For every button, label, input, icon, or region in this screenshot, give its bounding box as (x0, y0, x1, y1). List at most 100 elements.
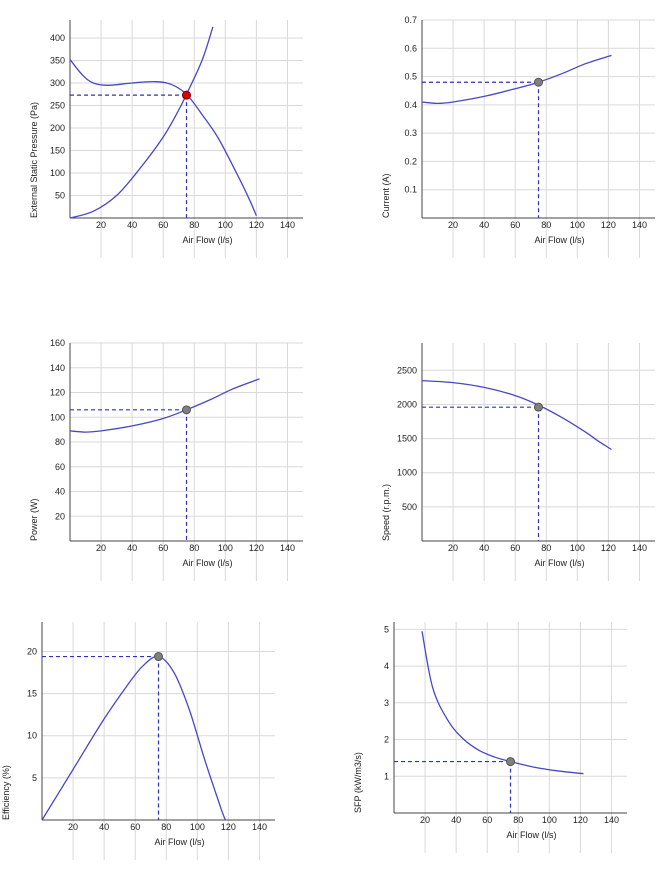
power-chart: 20 40 60 80 100 120 140 20 40 60 80 100 120 140 160 Air… (29, 338, 303, 581)
x-tick-label: 60 (510, 543, 520, 553)
y-tick-label: 2500 (397, 365, 417, 375)
y-tick-label: 400 (50, 33, 65, 43)
operating-point-marker (182, 90, 191, 100)
y-tick-label: 50 (55, 191, 65, 201)
y-tick-label: 15 (27, 689, 37, 699)
x-tick-label: 60 (158, 543, 168, 553)
y-tick-label: 20 (27, 646, 37, 656)
y-tick-label: 20 (55, 511, 65, 521)
y-tick-label: 100 (50, 412, 65, 422)
x-tick-label: 60 (510, 220, 520, 230)
y-tick-label: 1500 (397, 434, 417, 444)
y-tick-label: 3 (384, 698, 389, 708)
operating-point-marker (534, 402, 543, 412)
y-tick-label: 10 (27, 731, 37, 741)
y-tick-label: 5 (384, 624, 389, 634)
y-tick-label: 80 (55, 437, 65, 447)
x-tick-label: 120 (601, 543, 616, 553)
y-tick-label: 0.7 (404, 15, 417, 25)
x-tick-label: 100 (570, 220, 585, 230)
x-tick-label: 140 (252, 822, 267, 832)
x-axis-label: Air Flow (l/s) (534, 558, 584, 568)
y-tick-label: 140 (50, 363, 65, 373)
x-tick-label: 140 (632, 543, 647, 553)
y-tick-label: 0.2 (404, 156, 417, 166)
x-tick-label: 120 (249, 220, 264, 230)
x-tick-label: 100 (218, 220, 233, 230)
x-tick-label: 20 (96, 220, 106, 230)
x-tick-label: 80 (161, 822, 171, 832)
y-tick-label: 1 (384, 771, 389, 781)
x-axis-label: Air Flow (l/s) (182, 235, 232, 245)
x-tick-label: 80 (541, 220, 551, 230)
y-axis-label: Speed (r.p.m.) (381, 484, 391, 541)
y-axis-label: External Static Pressure (Pa) (29, 102, 39, 218)
operating-point-marker (506, 757, 515, 767)
y-tick-label: 350 (50, 56, 65, 66)
y-tick-label: 100 (50, 168, 65, 178)
x-tick-label: 20 (448, 543, 458, 553)
x-tick-label: 40 (99, 822, 109, 832)
y-tick-label: 0.3 (404, 128, 417, 138)
x-tick-label: 20 (96, 543, 106, 553)
sfp-chart: 20 40 60 80 100 120 140 1 2 3 4 5 Air Flow (l/s) SFP … (353, 622, 627, 853)
y-axis-label: Efficiency (%) (1, 765, 11, 820)
x-tick-label: 40 (479, 543, 489, 553)
x-tick-label: 40 (127, 543, 137, 553)
x-axis-label: Air Flow (l/s) (154, 837, 204, 847)
x-tick-label: 120 (249, 543, 264, 553)
series-line (421, 631, 584, 775)
y-tick-label: 120 (50, 388, 65, 398)
x-tick-label: 80 (513, 815, 523, 825)
y-axis-label: Power (W) (29, 498, 39, 541)
y-tick-label: 40 (55, 487, 65, 497)
operating-point-marker (154, 652, 163, 662)
x-tick-label: 100 (190, 822, 205, 832)
y-tick-label: 60 (55, 462, 65, 472)
y-axis-label: SFP (kW/m3/s) (353, 752, 363, 813)
x-axis-label: Air Flow (l/s) (534, 235, 584, 245)
series-line (421, 379, 612, 451)
x-tick-label: 60 (158, 220, 168, 230)
x-tick-label: 100 (570, 543, 585, 553)
y-tick-label: 5 (32, 773, 37, 783)
y-tick-label: 300 (50, 78, 65, 88)
x-tick-label: 20 (420, 815, 430, 825)
x-tick-label: 140 (604, 815, 619, 825)
x-tick-label: 140 (280, 220, 295, 230)
x-tick-label: 20 (448, 220, 458, 230)
series-line (69, 378, 260, 433)
x-axis-label: Air Flow (l/s) (506, 830, 556, 840)
current-chart: 20 40 60 80 100 120 140 0.1 0.2 0.3 0.4 0.5 0.6 0.7 Ai… (381, 15, 655, 258)
x-axis-label: Air Flow (l/s) (182, 558, 232, 568)
x-tick-label: 40 (451, 815, 461, 825)
x-tick-label: 140 (280, 543, 295, 553)
x-tick-label: 80 (189, 220, 199, 230)
y-tick-label: 4 (384, 661, 389, 671)
operating-point-marker (182, 405, 191, 415)
y-tick-label: 160 (50, 338, 65, 348)
series-line (69, 59, 257, 217)
y-tick-label: 0.6 (404, 43, 417, 53)
y-tick-label: 2000 (397, 399, 417, 409)
x-tick-label: 60 (482, 815, 492, 825)
x-tick-label: 20 (68, 822, 78, 832)
y-tick-label: 0.4 (404, 100, 417, 110)
x-tick-label: 120 (221, 822, 236, 832)
x-tick-label: 100 (542, 815, 557, 825)
series-line (421, 54, 612, 105)
operating-point-marker (534, 77, 543, 87)
x-tick-label: 40 (479, 220, 489, 230)
y-tick-label: 200 (50, 123, 65, 133)
y-tick-label: 2 (384, 735, 389, 745)
external-static-pressure-chart: 20 40 60 80 100 120 140 50 100 150 200 250 300 350 400… (29, 20, 303, 258)
x-tick-label: 80 (541, 543, 551, 553)
y-tick-label: 500 (402, 502, 417, 512)
y-tick-label: 0.1 (404, 185, 417, 195)
y-tick-label: 150 (50, 146, 65, 156)
x-tick-label: 100 (218, 543, 233, 553)
efficiency-chart: 20 40 60 80 100 120 140 5 10 15 20 Air Flow (l/s) Ef… (1, 622, 275, 860)
x-tick-label: 120 (573, 815, 588, 825)
speed-chart: 20 40 60 80 100 120 140 500 1000 1500 2000 2500 Air … (381, 343, 655, 581)
